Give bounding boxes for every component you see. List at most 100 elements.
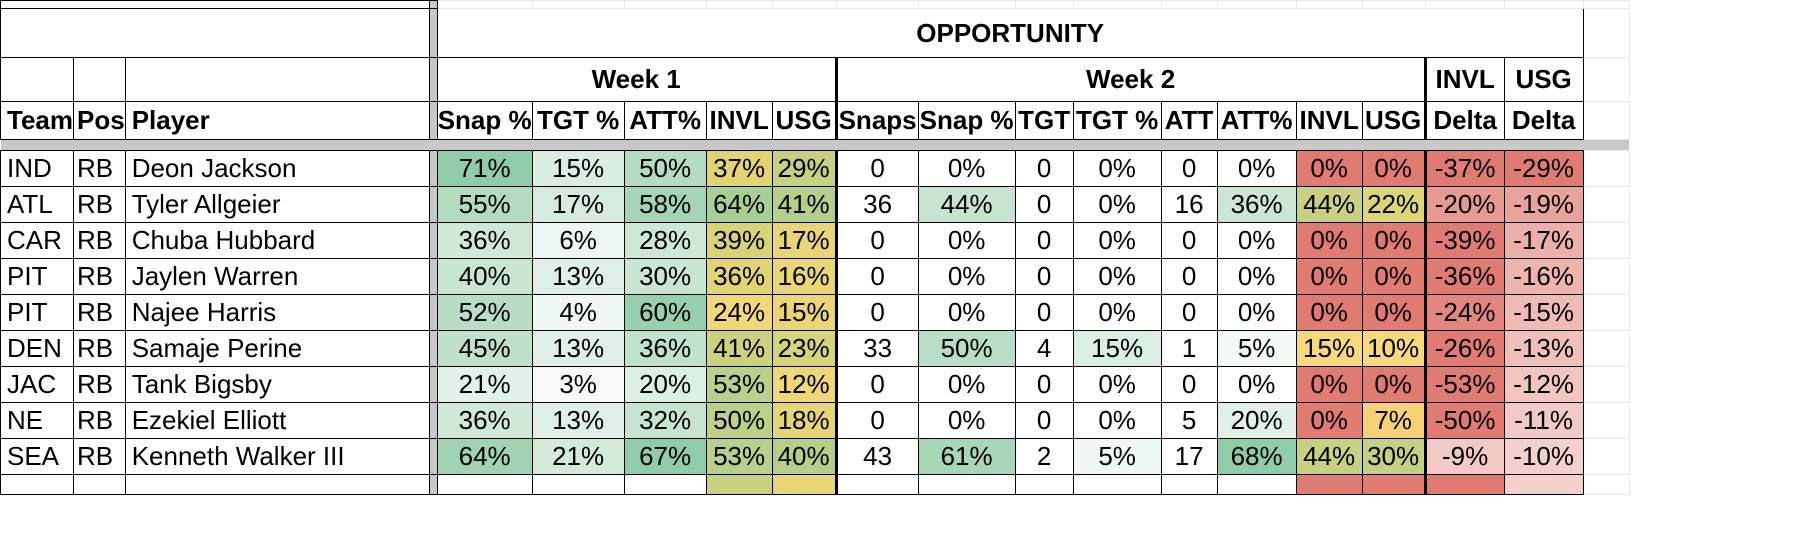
w2-snap-pct-cell[interactable]: 0% xyxy=(917,294,1016,331)
w2-snap-pct-cell[interactable]: 0% xyxy=(917,402,1016,439)
w1-usg-cell[interactable]: 15% xyxy=(771,294,838,331)
w1-att-pct-header[interactable]: ATT% xyxy=(623,101,707,140)
w1-att-pct-cell[interactable]: 67% xyxy=(623,438,707,475)
player-cell[interactable]: Tyler Allgeier xyxy=(124,186,430,223)
cell[interactable] xyxy=(1216,0,1297,9)
w1-invl-cell[interactable]: 39% xyxy=(705,222,773,259)
w2-tgt-pct-cell[interactable]: 0% xyxy=(1072,222,1162,259)
w2-snaps-header[interactable]: Snaps xyxy=(835,101,919,140)
cell[interactable] xyxy=(73,57,126,102)
usg-delta-cell[interactable]: -12% xyxy=(1503,366,1584,403)
w1-usg-cell[interactable]: 12% xyxy=(771,366,838,403)
w2-tgt-pct-cell[interactable]: 0% xyxy=(1072,186,1162,223)
cell[interactable] xyxy=(531,474,625,495)
cell[interactable] xyxy=(1582,366,1630,403)
w2-att-pct-cell[interactable]: 68% xyxy=(1216,438,1297,475)
cell[interactable] xyxy=(124,57,430,102)
cell[interactable] xyxy=(1295,0,1363,9)
usg-delta-cell[interactable]: -10% xyxy=(1503,438,1584,475)
pos-column-header[interactable]: Pos xyxy=(73,101,126,140)
player-cell[interactable]: Kenneth Walker III xyxy=(124,438,430,475)
w1-tgt-pct-cell[interactable]: 17% xyxy=(531,186,625,223)
cell[interactable] xyxy=(436,0,533,9)
cell[interactable] xyxy=(623,474,707,495)
w1-snap-pct-cell[interactable]: 55% xyxy=(436,186,533,223)
cell[interactable] xyxy=(1582,330,1630,367)
w1-usg-cell[interactable]: 18% xyxy=(771,402,838,439)
cell[interactable] xyxy=(0,474,74,495)
cell[interactable] xyxy=(1582,101,1630,140)
w2-tgt-cell[interactable]: 0 xyxy=(1014,294,1074,331)
usg-delta-cell[interactable]: -17% xyxy=(1503,222,1584,259)
w1-snap-pct-cell[interactable]: 36% xyxy=(436,402,533,439)
pos-cell[interactable]: RB xyxy=(73,222,126,259)
w1-att-pct-cell[interactable]: 50% xyxy=(623,150,707,187)
player-cell[interactable]: Tank Bigsby xyxy=(124,366,430,403)
w1-snap-pct-cell[interactable]: 40% xyxy=(436,258,533,295)
w2-tgt-cell[interactable]: 0 xyxy=(1014,150,1074,187)
w1-tgt-pct-cell[interactable]: 21% xyxy=(531,438,625,475)
w2-tgt-cell[interactable]: 0 xyxy=(1014,258,1074,295)
w2-att-cell[interactable]: 0 xyxy=(1160,222,1218,259)
cell[interactable] xyxy=(1423,474,1505,495)
cell[interactable] xyxy=(1424,0,1505,9)
player-cell[interactable]: Jaylen Warren xyxy=(124,258,430,295)
w1-att-pct-cell[interactable]: 60% xyxy=(623,294,707,331)
w2-att-pct-cell[interactable]: 0% xyxy=(1216,294,1297,331)
cell[interactable] xyxy=(1582,186,1630,223)
w2-tgt-pct-cell[interactable]: 5% xyxy=(1072,438,1162,475)
w2-invl-header[interactable]: INVL xyxy=(1295,101,1363,140)
team-cell[interactable]: SEA xyxy=(0,438,74,475)
player-cell[interactable]: Ezekiel Elliott xyxy=(124,402,430,439)
w1-snap-pct-cell[interactable]: 45% xyxy=(436,330,533,367)
w2-snaps-cell[interactable]: 0 xyxy=(835,402,919,439)
pos-cell[interactable]: RB xyxy=(73,402,126,439)
cell[interactable] xyxy=(1582,0,1630,9)
invl-delta-cell[interactable]: -9% xyxy=(1423,438,1505,475)
w2-usg-header[interactable]: USG xyxy=(1361,101,1426,140)
cell[interactable] xyxy=(1361,0,1426,9)
w1-snap-pct-cell[interactable]: 21% xyxy=(436,366,533,403)
w1-att-pct-cell[interactable]: 20% xyxy=(623,366,707,403)
w1-tgt-pct-header[interactable]: TGT % xyxy=(531,101,625,140)
w2-usg-cell[interactable]: 10% xyxy=(1361,330,1426,367)
invl-delta-cell[interactable]: -36% xyxy=(1423,258,1505,295)
team-cell[interactable]: DEN xyxy=(0,330,74,367)
player-cell[interactable]: Deon Jackson xyxy=(124,150,430,187)
usg-header[interactable]: USG xyxy=(1503,57,1584,102)
w1-invl-header[interactable]: INVL xyxy=(705,101,773,140)
w2-tgt-pct-cell[interactable]: 0% xyxy=(1072,150,1162,187)
w2-invl-cell[interactable]: 0% xyxy=(1295,150,1363,187)
pos-cell[interactable]: RB xyxy=(73,258,126,295)
cell[interactable] xyxy=(1582,258,1630,295)
w2-att-cell[interactable]: 0 xyxy=(1160,258,1218,295)
w1-snap-pct-cell[interactable]: 52% xyxy=(436,294,533,331)
cell[interactable] xyxy=(1014,474,1074,495)
w2-usg-cell[interactable]: 7% xyxy=(1361,402,1426,439)
w2-snaps-cell[interactable]: 0 xyxy=(835,222,919,259)
w1-usg-cell[interactable]: 41% xyxy=(771,186,838,223)
w2-usg-cell[interactable]: 0% xyxy=(1361,258,1426,295)
w2-att-cell[interactable]: 5 xyxy=(1160,402,1218,439)
w2-att-cell[interactable]: 0 xyxy=(1160,366,1218,403)
w2-snap-pct-cell[interactable]: 0% xyxy=(917,150,1016,187)
usg-delta-cell[interactable]: -11% xyxy=(1503,402,1584,439)
usg-delta-header[interactable]: Delta xyxy=(1503,101,1584,140)
pos-cell[interactable]: RB xyxy=(73,186,126,223)
w2-tgt-pct-cell[interactable]: 0% xyxy=(1072,294,1162,331)
w1-usg-cell[interactable]: 40% xyxy=(771,438,838,475)
cell[interactable] xyxy=(705,474,773,495)
w2-invl-cell[interactable]: 0% xyxy=(1295,222,1363,259)
invl-delta-cell[interactable]: -24% xyxy=(1423,294,1505,331)
w2-invl-cell[interactable]: 0% xyxy=(1295,366,1363,403)
cell[interactable] xyxy=(436,474,533,495)
w1-snap-pct-cell[interactable]: 71% xyxy=(436,150,533,187)
invl-delta-cell[interactable]: -50% xyxy=(1423,402,1505,439)
w1-invl-cell[interactable]: 41% xyxy=(705,330,773,367)
cell[interactable] xyxy=(1582,402,1630,439)
cell[interactable] xyxy=(0,8,430,58)
cell[interactable] xyxy=(835,474,919,495)
w2-att-cell[interactable]: 1 xyxy=(1160,330,1218,367)
w2-tgt-pct-cell[interactable]: 15% xyxy=(1072,330,1162,367)
w2-tgt-cell[interactable]: 0 xyxy=(1014,222,1074,259)
